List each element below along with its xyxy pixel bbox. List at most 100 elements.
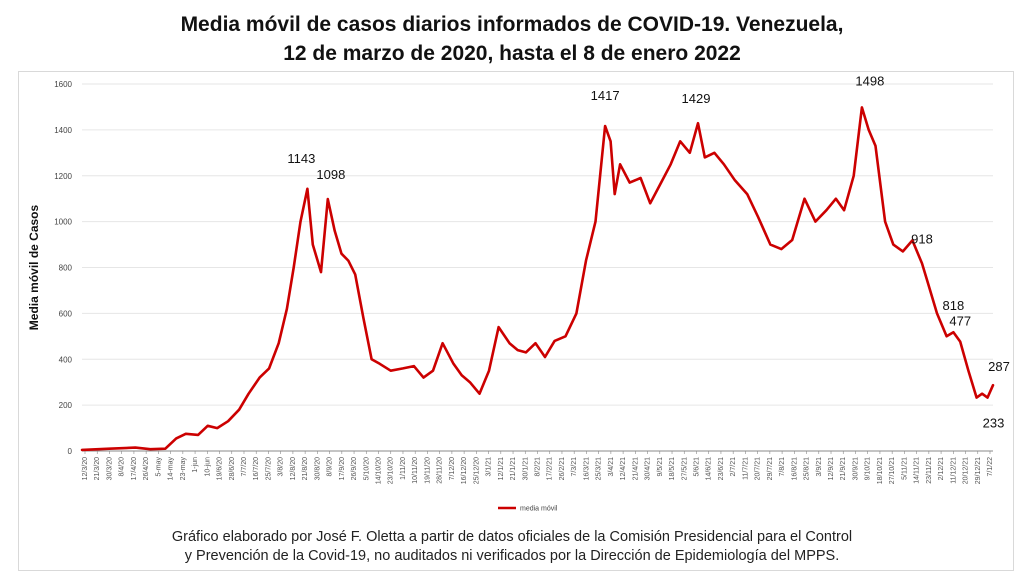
x-tick-label: 23/10/20 xyxy=(388,457,395,484)
x-tick-label: 16/7/20 xyxy=(253,457,260,480)
x-tick-label: 2/7/21 xyxy=(730,457,737,477)
data-point xyxy=(892,243,895,246)
data-point xyxy=(362,317,365,319)
data-point xyxy=(769,243,772,246)
x-tick-label: 16/3/21 xyxy=(583,457,590,480)
data-point xyxy=(216,427,219,429)
x-tick-label: 8/9/20 xyxy=(327,457,334,477)
data-label: 1143 xyxy=(287,151,315,166)
x-tick-label: 17/9/20 xyxy=(339,457,346,480)
x-tick-label: 23/6/21 xyxy=(718,457,725,480)
data-point xyxy=(292,266,295,269)
data-point xyxy=(669,163,672,166)
x-tick-label: 21/9/21 xyxy=(840,457,847,480)
x-tick-label: 21/3/20 xyxy=(94,457,101,480)
data-point xyxy=(402,367,404,370)
data-point xyxy=(911,239,914,242)
x-tick-label: 7/1/22 xyxy=(987,457,994,477)
data-point xyxy=(333,230,336,232)
y-tick-label: 600 xyxy=(59,309,73,318)
data-point xyxy=(175,437,178,440)
data-point xyxy=(921,262,923,265)
data-point xyxy=(389,369,392,372)
data-point xyxy=(780,248,783,250)
data-point xyxy=(791,239,794,241)
x-tick-label: 23-may xyxy=(180,457,187,481)
data-point xyxy=(902,250,904,253)
x-tick-label: 30/4/21 xyxy=(645,457,652,480)
data-point xyxy=(874,145,877,147)
x-tick-label: 18/5/21 xyxy=(669,457,676,480)
data-point xyxy=(564,335,567,338)
x-tick-label: 7/3/21 xyxy=(571,457,578,477)
x-tick-label: 17/2/21 xyxy=(547,457,554,480)
data-point xyxy=(585,259,587,262)
data-point xyxy=(660,181,662,184)
y-tick-label: 1000 xyxy=(54,218,72,227)
data-label: 287 xyxy=(988,359,1010,374)
data-point xyxy=(197,434,199,436)
data-label: 233 xyxy=(983,416,1005,431)
data-label: 1498 xyxy=(855,73,884,88)
x-tick-label: 20/12/21 xyxy=(963,457,970,484)
x-tick-label: 9/10/21 xyxy=(865,457,872,480)
data-point xyxy=(604,125,606,127)
data-point xyxy=(544,356,546,358)
x-tick-label: 14/11/21 xyxy=(914,457,921,484)
data-point xyxy=(81,449,83,451)
chart-title-line2: 12 de marzo de 2020, hasta el 8 de enero… xyxy=(283,42,741,65)
x-tick-label: 28/11/20 xyxy=(437,457,444,484)
data-point xyxy=(497,326,500,328)
data-point xyxy=(803,197,806,200)
data-point xyxy=(945,335,948,338)
data-point xyxy=(378,363,381,365)
data-point xyxy=(258,376,261,379)
x-tick-label: 8/4/20 xyxy=(119,457,126,477)
data-point xyxy=(884,220,886,223)
data-point xyxy=(508,342,511,344)
data-point xyxy=(649,202,651,205)
x-tick-label: 26/9/20 xyxy=(351,457,358,480)
x-tick-label: 7/7/20 xyxy=(241,457,248,477)
x-tick-label: 21/1/21 xyxy=(510,457,517,480)
x-tick-label: 30/8/20 xyxy=(314,457,321,480)
data-point xyxy=(628,181,631,184)
x-tick-label: 14/10/20 xyxy=(376,457,383,484)
y-tick-label: 400 xyxy=(59,355,73,364)
data-point xyxy=(843,209,845,211)
data-point xyxy=(206,424,209,427)
data-point xyxy=(609,140,612,143)
data-point xyxy=(936,312,938,315)
data-point xyxy=(619,163,621,166)
data-point xyxy=(516,349,519,351)
data-point xyxy=(277,342,280,344)
data-label: 1429 xyxy=(682,91,711,106)
x-tick-label: 17/4/20 xyxy=(131,457,138,480)
data-point xyxy=(697,122,699,125)
data-label: 918 xyxy=(911,231,933,246)
x-tick-label: 20/7/21 xyxy=(755,457,762,480)
x-tick-label: 23/11/21 xyxy=(926,457,933,484)
data-point xyxy=(441,342,444,344)
data-point xyxy=(723,163,725,166)
data-point xyxy=(422,376,425,379)
data-point xyxy=(861,106,863,109)
x-tick-label: 5/11/21 xyxy=(901,457,908,480)
x-tick-label: 9/5/21 xyxy=(657,457,664,477)
caption-line2: y Prevención de la Covid-19, no auditado… xyxy=(184,548,840,564)
x-tick-label: 7/12/20 xyxy=(449,457,456,480)
x-tick-label: 7/8/21 xyxy=(779,457,786,477)
y-tick-label: 800 xyxy=(59,264,73,273)
data-point xyxy=(432,369,434,372)
x-tick-label: 25/3/21 xyxy=(596,457,603,480)
x-tick-label: 27/10/21 xyxy=(889,457,896,484)
data-point xyxy=(704,156,706,159)
data-label: 1098 xyxy=(316,167,345,182)
data-point xyxy=(688,152,691,154)
data-point xyxy=(594,220,597,223)
data-point xyxy=(469,381,471,383)
x-tick-label: 19/11/20 xyxy=(424,457,431,484)
y-tick-label: 1400 xyxy=(54,126,72,135)
data-point xyxy=(814,220,817,223)
y-tick-label: 1600 xyxy=(54,80,72,89)
